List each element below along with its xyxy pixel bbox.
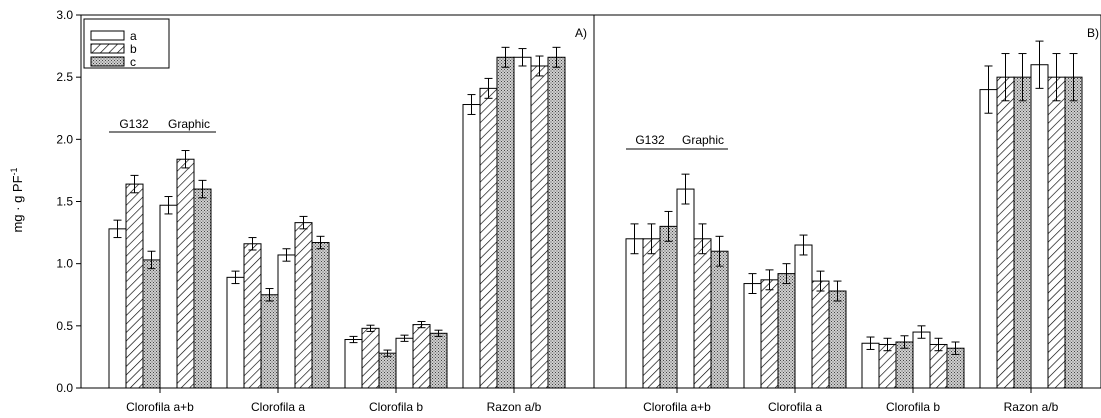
bar bbox=[979, 89, 998, 389]
x-tick-label: Clorofila a bbox=[768, 400, 822, 414]
bar bbox=[743, 283, 762, 389]
bar bbox=[547, 56, 566, 389]
group-label-g132-a: G132 bbox=[119, 117, 149, 131]
bar bbox=[676, 188, 695, 389]
x-tick-label: Clorofila a+b bbox=[643, 400, 711, 414]
bar bbox=[530, 65, 549, 389]
bar bbox=[226, 276, 245, 389]
bar bbox=[642, 238, 661, 389]
bar bbox=[760, 279, 779, 389]
bar bbox=[462, 104, 481, 389]
bar bbox=[260, 294, 279, 389]
bar bbox=[794, 244, 813, 389]
group-label-graphic-b: Graphic bbox=[682, 133, 724, 147]
y-tick-label: 2.0 bbox=[56, 132, 73, 146]
bar bbox=[659, 225, 678, 389]
bar bbox=[625, 238, 644, 389]
group-label-graphic-a: Graphic bbox=[168, 117, 210, 131]
bar bbox=[243, 243, 262, 389]
bar bbox=[811, 280, 830, 389]
chart-marks: 0.0 0.5 1.0 1.5 2.0 2.5 3.0 Clorofila a+b Clorof… bbox=[56, 8, 1083, 414]
bar bbox=[1030, 64, 1049, 389]
bar bbox=[176, 158, 195, 389]
group-label-g132-b: G132 bbox=[635, 133, 665, 147]
y-tick-label: 0.0 bbox=[56, 381, 73, 395]
x-tick-label: Razon a/b bbox=[1004, 400, 1059, 414]
panel-label-a: A) bbox=[575, 26, 587, 40]
bar bbox=[429, 332, 448, 389]
bar bbox=[777, 273, 796, 389]
x-tick-label: Clorofila b bbox=[886, 400, 940, 414]
bar bbox=[1013, 76, 1032, 389]
bar bbox=[1047, 76, 1066, 389]
legend-label-a: a bbox=[130, 29, 137, 43]
x-tick-label: Clorofila b bbox=[369, 400, 423, 414]
bar bbox=[513, 56, 532, 389]
legend: a b c bbox=[83, 18, 170, 69]
bar bbox=[1064, 76, 1083, 389]
legend-label-c: c bbox=[130, 55, 136, 69]
bar bbox=[344, 339, 363, 389]
y-tick-label: 1.5 bbox=[56, 195, 73, 209]
y-tick-label: 2.5 bbox=[56, 70, 73, 84]
bar bbox=[395, 337, 414, 389]
bar bbox=[294, 222, 313, 389]
x-tick-label: Clorofila a bbox=[251, 400, 305, 414]
bar bbox=[108, 228, 127, 389]
bar bbox=[912, 331, 931, 389]
bar bbox=[996, 76, 1015, 389]
bar bbox=[693, 238, 712, 389]
bar bbox=[125, 183, 144, 389]
y-tick-label: 0.5 bbox=[56, 319, 73, 333]
bar bbox=[159, 204, 178, 389]
bar bbox=[496, 56, 515, 389]
bar bbox=[828, 290, 847, 389]
y-tick-label: 1.0 bbox=[56, 257, 73, 271]
legend-label-b: b bbox=[130, 42, 137, 56]
legend-swatch-a bbox=[90, 30, 125, 41]
bar bbox=[277, 254, 296, 389]
bar bbox=[361, 327, 380, 389]
x-tick-label: Razon a/b bbox=[487, 400, 542, 414]
legend-swatch-c bbox=[90, 56, 125, 67]
bar bbox=[710, 250, 729, 389]
bar bbox=[142, 259, 161, 389]
panel-label-b: B) bbox=[1087, 26, 1099, 40]
bar bbox=[895, 341, 914, 389]
x-tick-label: Clorofila a+b bbox=[126, 400, 194, 414]
bar bbox=[479, 87, 498, 389]
bar bbox=[412, 324, 431, 389]
y-axis-label: mg · g PF-1 bbox=[9, 167, 25, 232]
legend-swatch-b bbox=[90, 43, 125, 54]
y-tick-label: 3.0 bbox=[56, 8, 73, 22]
bar bbox=[193, 188, 212, 389]
bar bbox=[311, 242, 330, 389]
bar bbox=[378, 352, 397, 389]
